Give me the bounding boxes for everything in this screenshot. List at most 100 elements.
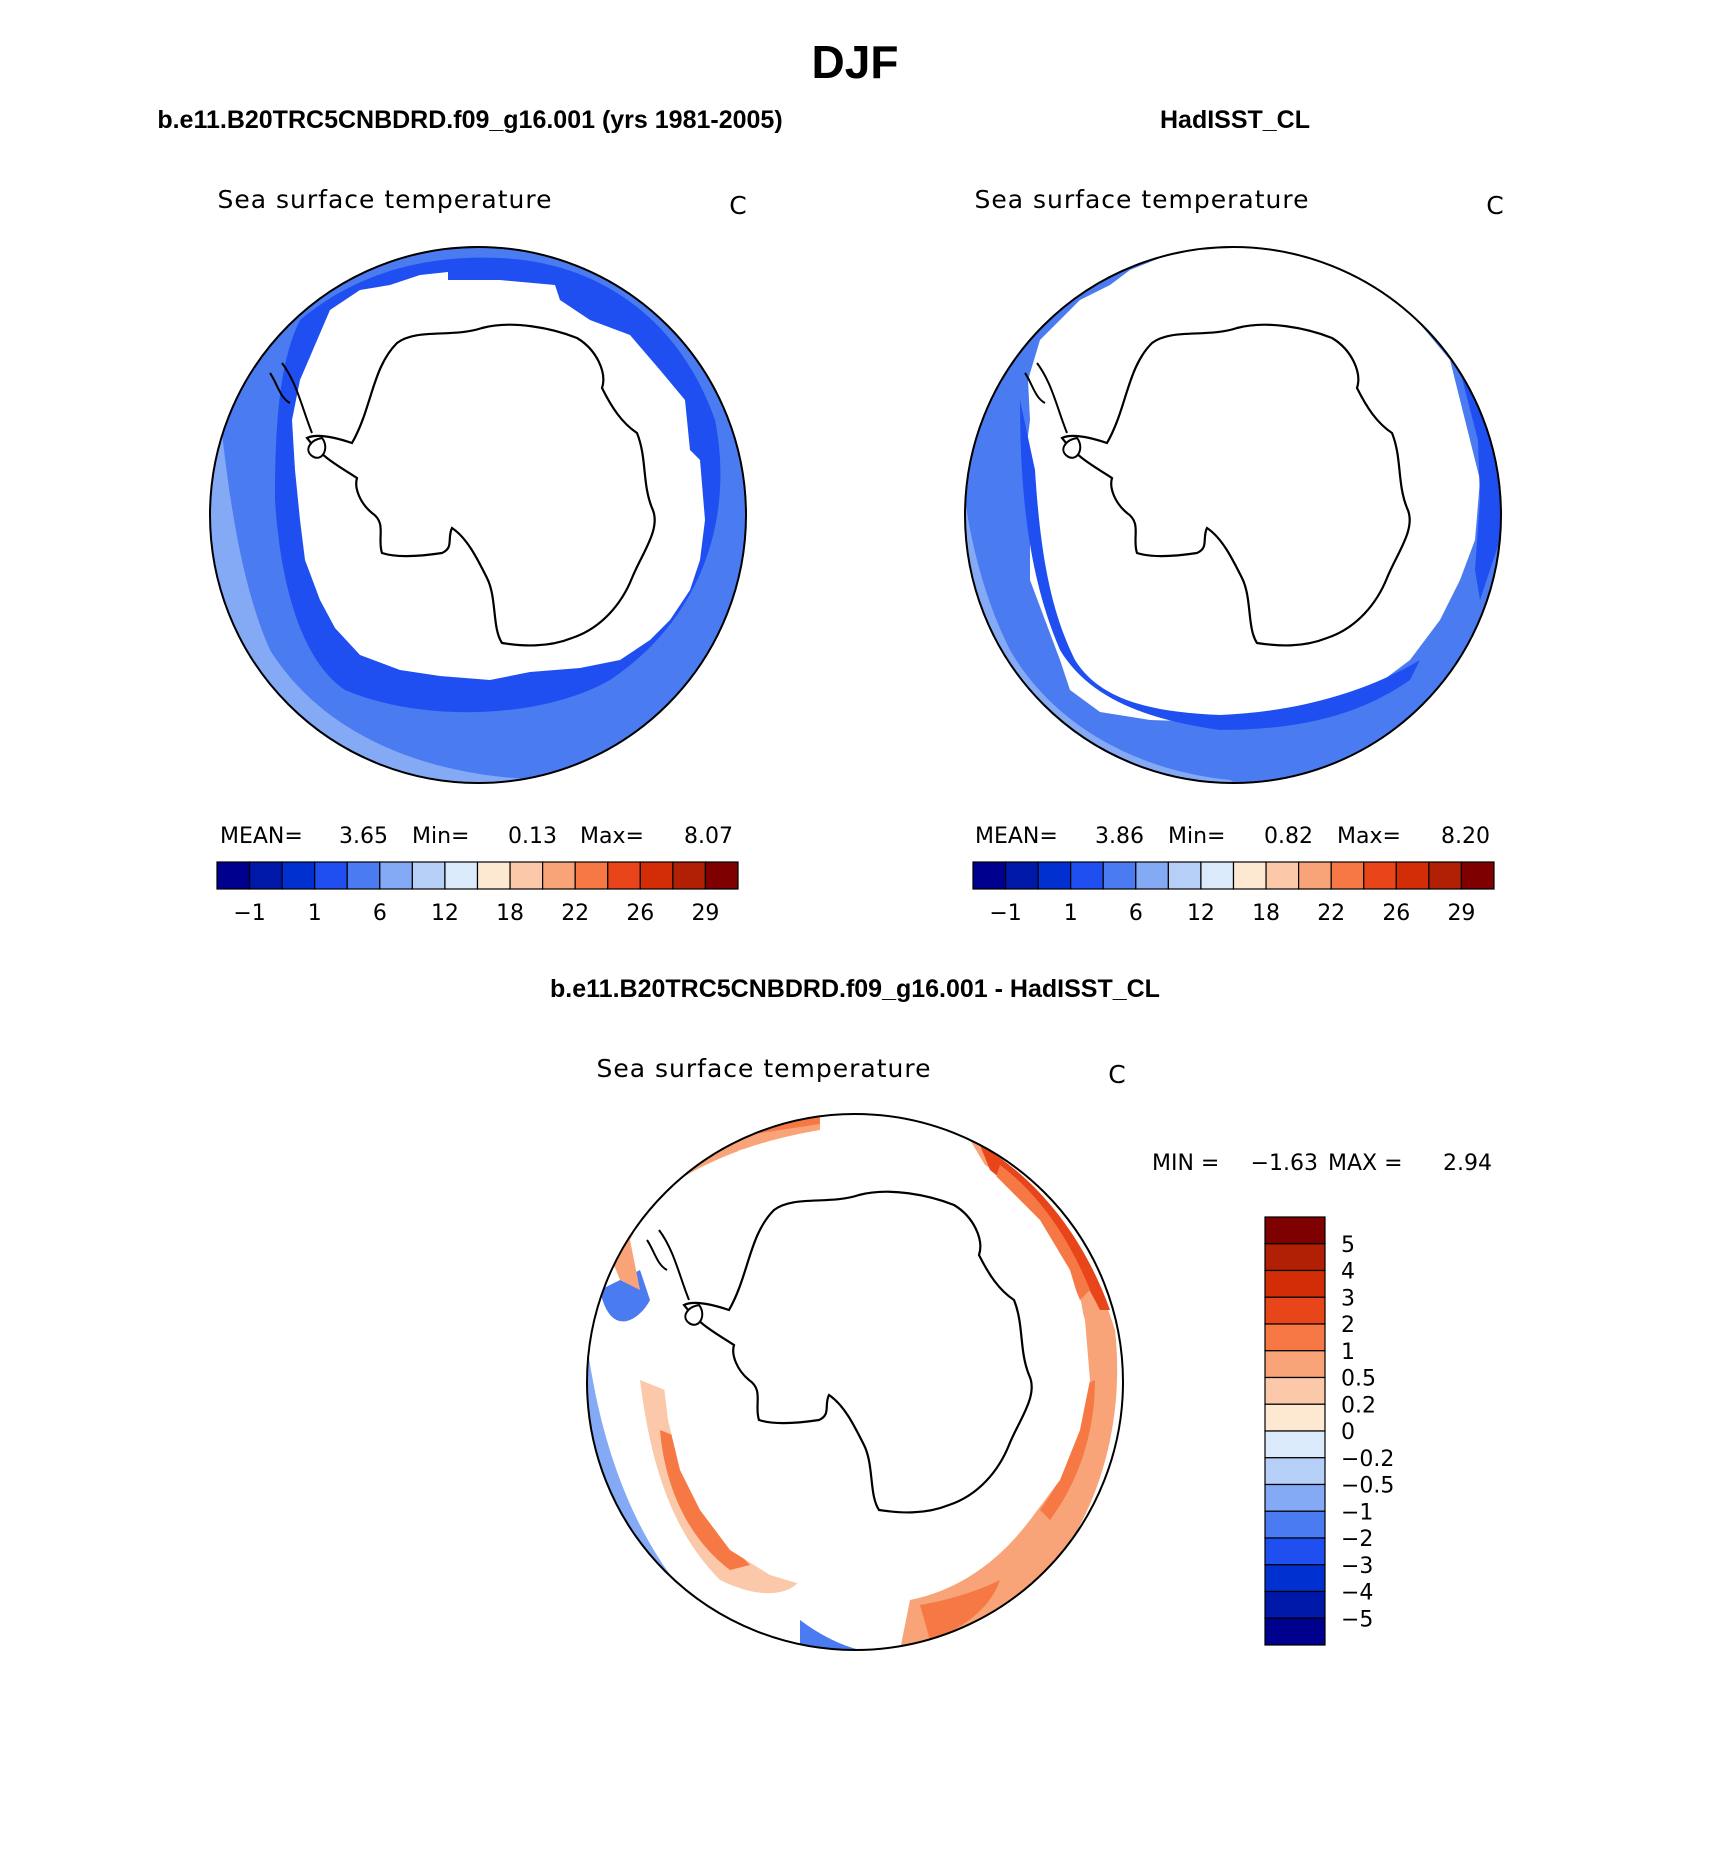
colorbar-swatch	[1264, 1617, 1326, 1646]
panel-model-max-value: 8.07	[684, 824, 733, 849]
colorbar-tick-label: 5	[1341, 1233, 1355, 1258]
panel-model-heading: b.e11.B20TRC5CNBDRD.f09_g16.001 (yrs 198…	[157, 106, 782, 134]
panel-obs-mean-value: 3.86	[1095, 824, 1144, 849]
colorbar-tick-label: 29	[691, 901, 719, 926]
colorbar-swatch	[672, 861, 707, 890]
colorbar-tick-label: 4	[1341, 1260, 1355, 1285]
colorbar-tick-label: 1	[1341, 1340, 1355, 1365]
panel-diff-heading: b.e11.B20TRC5CNBDRD.f09_g16.001 - HadISS…	[550, 975, 1160, 1003]
panel-diff: b.e11.B20TRC5CNBDRD.f09_g16.001 - HadISS…	[550, 975, 1492, 1651]
colorbar-swatch	[1330, 861, 1365, 890]
colorbar-swatch	[346, 861, 381, 890]
colorbar-tick-label: 6	[1129, 901, 1143, 926]
colorbar-tick-label: 0	[1341, 1420, 1355, 1445]
colorbar-swatch	[1264, 1323, 1326, 1352]
colorbar-swatch	[411, 861, 446, 890]
panel-diff-max-value: 2.94	[1443, 1151, 1492, 1176]
colorbar-swatch	[314, 861, 348, 890]
panel-model-units: C	[729, 191, 746, 220]
colorbar-tick-label: 6	[373, 901, 387, 926]
panel-obs-max-value: 8.20	[1441, 824, 1490, 849]
colorbar-swatch	[1264, 1510, 1326, 1539]
colorbar-tick-label: −1	[233, 901, 265, 926]
panel-diff-units: C	[1108, 1060, 1125, 1089]
colorbar-tick-label: 12	[431, 901, 459, 926]
colorbar-tick-label: −3	[1341, 1554, 1373, 1579]
colorbar-swatch	[1167, 861, 1202, 890]
colorbar-tick-label: −1	[1341, 1500, 1373, 1525]
panel-diff-max-label: MAX =	[1328, 1151, 1403, 1176]
colorbar-tick-label: 3	[1341, 1286, 1355, 1311]
colorbar-swatch	[444, 861, 479, 890]
colorbar-swatch	[1264, 1376, 1326, 1405]
colorbar-swatch	[1264, 1403, 1326, 1432]
colorbar-tick-label: −4	[1341, 1581, 1373, 1606]
colorbar-swatch	[704, 861, 739, 890]
colorbar-tick-label: −5	[1341, 1607, 1373, 1632]
colorbar-tick-label: 26	[1382, 901, 1410, 926]
colorbar-tick-label: 22	[1317, 901, 1345, 926]
colorbar-swatch	[476, 861, 511, 890]
panel-diff-map	[587, 1114, 1123, 1650]
colorbar-tick-label: 0.5	[1341, 1367, 1376, 1392]
panel-model: b.e11.B20TRC5CNBDRD.f09_g16.001 (yrs 198…	[157, 106, 782, 926]
colorbar-swatch	[542, 861, 576, 890]
colorbar-swatch	[379, 861, 413, 890]
colorbar-swatch	[1135, 861, 1169, 890]
panel-diff-variable: Sea surface temperature	[597, 1054, 932, 1083]
colorbar-swatch	[1200, 861, 1235, 890]
panel-obs: HadISST_CL Sea surface temperature C MEA…	[964, 106, 1504, 926]
colorbar-tick-label: 0.2	[1341, 1393, 1376, 1418]
figure-title: DJF	[812, 36, 899, 88]
panel-obs-min-value: 0.82	[1264, 824, 1313, 849]
colorbar-swatch	[1460, 861, 1495, 890]
colorbar-swatch	[1264, 1430, 1326, 1459]
colorbar-swatch	[607, 861, 641, 890]
colorbar-swatch	[1264, 1590, 1326, 1619]
colorbar-tick-label: 18	[496, 901, 524, 926]
colorbar-tick-label: 1	[1064, 901, 1078, 926]
colorbar-swatch	[1363, 861, 1397, 890]
colorbar-swatch	[1428, 861, 1463, 890]
colorbar-swatch	[1264, 1216, 1326, 1245]
panel-model-min-label: Min=	[412, 824, 469, 849]
colorbar-tick-label: −0.5	[1341, 1474, 1394, 1499]
panel-model-max-label: Max=	[580, 824, 644, 849]
panel-obs-variable: Sea surface temperature	[975, 185, 1310, 214]
colorbar-tick-label: 2	[1341, 1313, 1355, 1338]
colorbar-swatch	[1264, 1350, 1326, 1379]
colorbar-swatch	[1298, 861, 1332, 890]
colorbar-swatch	[216, 861, 251, 890]
panel-obs-min-label: Min=	[1168, 824, 1225, 849]
colorbar-swatch	[1264, 1537, 1326, 1566]
colorbar-swatch	[1264, 1564, 1326, 1593]
panel-diff-min-value: −1.63	[1251, 1151, 1318, 1176]
panel-obs-colorbar: −1 1 6 12 18 22 26 29	[972, 861, 1495, 926]
colorbar-swatch	[1264, 1243, 1326, 1272]
panel-obs-mean-label: MEAN=	[975, 824, 1058, 849]
panel-obs-max-label: Max=	[1337, 824, 1401, 849]
colorbar-tick-label: −2	[1341, 1527, 1373, 1552]
colorbar-swatch	[509, 861, 544, 890]
panel-model-colorbar: −1 1 6 12 18 22 26 29	[216, 861, 739, 926]
colorbar-swatch	[281, 861, 316, 890]
colorbar-tick-label: 22	[561, 901, 589, 926]
panel-obs-units: C	[1486, 191, 1503, 220]
panel-diff-min-label: MIN =	[1152, 1151, 1219, 1176]
colorbar-tick-label: 26	[626, 901, 654, 926]
colorbar-tick-label: 1	[308, 901, 322, 926]
colorbar-tick-label: −0.2	[1341, 1447, 1394, 1472]
colorbar-swatch	[1265, 861, 1300, 890]
colorbar-swatch	[1102, 861, 1137, 890]
panel-model-mean-value: 3.65	[339, 824, 388, 849]
colorbar-swatch	[1264, 1269, 1326, 1298]
colorbar-swatch	[1037, 861, 1072, 890]
colorbar-swatch	[1264, 1457, 1326, 1486]
colorbar-tick-label: 12	[1187, 901, 1215, 926]
colorbar-swatch	[1004, 861, 1039, 890]
colorbar-swatch	[248, 861, 283, 890]
colorbar-swatch	[1232, 861, 1267, 890]
colorbar-tick-label: 29	[1447, 901, 1475, 926]
colorbar-swatch	[1395, 861, 1430, 890]
